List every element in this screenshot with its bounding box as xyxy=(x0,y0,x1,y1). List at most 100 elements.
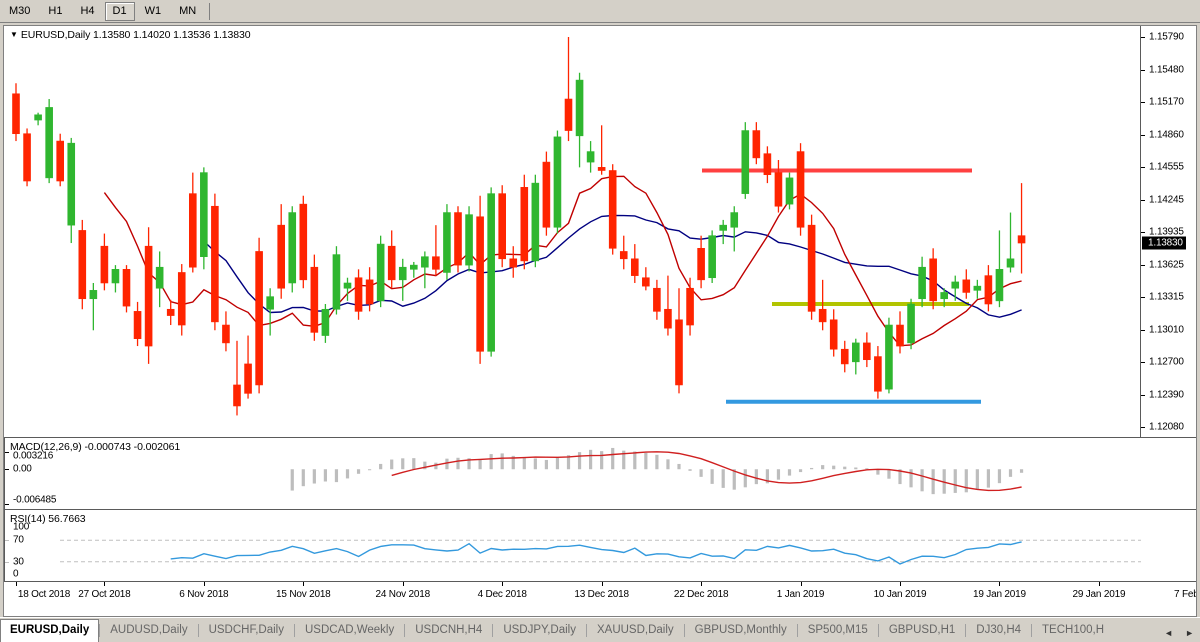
chart-tab-sp500-m15[interactable]: SP500,M15 xyxy=(807,624,868,636)
timeframe-button-d1[interactable]: D1 xyxy=(104,1,135,21)
tab-separator xyxy=(404,624,406,637)
timeframe-button-h4[interactable]: H4 xyxy=(80,4,95,17)
macd-histogram-bar xyxy=(909,469,913,488)
macd-signal-line xyxy=(391,451,1022,492)
candlestick xyxy=(465,206,473,272)
candlestick xyxy=(708,230,716,283)
candlestick xyxy=(122,265,131,313)
date-tick-mark xyxy=(601,582,603,586)
timeframe-button-m30[interactable]: M30 xyxy=(9,4,31,17)
candlestick xyxy=(34,112,42,126)
macd-histogram-bar xyxy=(356,469,361,474)
macd-pane[interactable]: MACD(12,26,9) -0.000743 -0.002061 0.0032… xyxy=(4,438,1196,510)
chart-tab-tech100-h[interactable]: TECH100,H xyxy=(1042,624,1105,636)
macd-plot[interactable] xyxy=(4,438,1196,509)
candlestick xyxy=(78,219,87,310)
macd-histogram-bar xyxy=(401,458,405,470)
price-tick-mark xyxy=(1141,134,1145,136)
macd-histogram-bar xyxy=(677,463,681,470)
candlestick xyxy=(233,340,241,416)
rsi-tick-label: 30 xyxy=(13,556,24,568)
candlestick xyxy=(376,235,385,308)
macd-histogram-bar xyxy=(964,469,968,493)
price-tick-label: 1.12390 xyxy=(1149,389,1184,400)
tab-scroll-arrows[interactable]: ◄ ► xyxy=(1164,628,1200,642)
chart-tab-usdjpy-daily[interactable]: USDJPY,Daily xyxy=(503,624,576,636)
candlestick xyxy=(840,340,849,373)
price-pane[interactable]: ▼ EURUSD,Daily 1.13580 1.14020 1.13536 1.… xyxy=(4,26,1196,438)
candlestick xyxy=(56,133,65,187)
candlestick xyxy=(166,299,175,326)
candlestick xyxy=(907,298,915,350)
chart-tab-eurusd-daily[interactable]: EURUSD,Daily xyxy=(0,619,100,642)
chart-tab-usdcad-weekly[interactable]: USDCAD,Weekly xyxy=(304,624,395,636)
candlestick xyxy=(67,137,76,244)
macd-histogram-bar xyxy=(390,459,394,470)
macd-tick-label: -0.006485 xyxy=(13,494,57,506)
macd-histogram-bar xyxy=(732,469,736,490)
price-tick-mark xyxy=(1141,329,1145,331)
macd-histogram-bar xyxy=(655,454,659,470)
candlestick xyxy=(155,251,164,308)
tab-separator xyxy=(585,624,587,637)
chart-tab-audusd-daily[interactable]: AUDUSD,Daily xyxy=(110,624,188,636)
timeframe-button-h1[interactable]: H1 xyxy=(48,4,63,17)
chart-tab-gbpusd-h1[interactable]: GBPUSD,H1 xyxy=(888,624,956,636)
macd-histogram-bar xyxy=(368,469,372,471)
toolbar-divider xyxy=(209,2,211,20)
chevron-down-icon[interactable]: ▼ xyxy=(10,30,18,39)
price-plot[interactable] xyxy=(4,26,1196,437)
candlestick xyxy=(1006,212,1015,273)
candlestick xyxy=(409,261,418,278)
macd-histogram-bar xyxy=(555,457,560,470)
macd-histogram-bar xyxy=(1019,469,1024,473)
macd-pane-label: MACD(12,26,9) -0.000743 -0.002061 xyxy=(10,441,181,453)
macd-histogram-bar xyxy=(522,457,526,470)
chart-tab-dj30-h4[interactable]: DJ30,H4 xyxy=(976,624,1022,636)
macd-histogram-bar xyxy=(832,465,836,470)
rsi-pane[interactable]: RSI(14) 56.7663 100 70 30 0 xyxy=(4,510,1196,582)
macd-scale[interactable]: 0.003216 0.00 -0.006485 xyxy=(4,438,60,509)
chart-window[interactable]: ▼ EURUSD,Daily 1.13580 1.14020 1.13536 1.… xyxy=(3,25,1197,617)
candlestick xyxy=(255,237,263,394)
timeframe-button-mn[interactable]: MN xyxy=(179,4,197,17)
chart-tab-usdcnh-h4[interactable]: USDCNH,H4 xyxy=(415,624,483,636)
price-tick-mark xyxy=(1141,264,1145,266)
candlestick xyxy=(763,146,772,184)
candlestick xyxy=(796,143,805,236)
rsi-scale[interactable]: 100 70 30 0 xyxy=(4,510,60,581)
rsi-tick-mark xyxy=(5,561,9,563)
candlestick xyxy=(277,204,286,299)
price-tick-label: 1.15480 xyxy=(1149,64,1184,75)
candlestick xyxy=(829,309,838,357)
chart-tab-xauusd-daily[interactable]: XAUUSD,Daily xyxy=(596,624,674,636)
rsi-plot[interactable] xyxy=(4,510,1196,581)
macd-histogram-bar xyxy=(986,469,990,488)
chart-tab-usdchf-daily[interactable]: USDCHF,Daily xyxy=(208,624,284,636)
price-tick-mark xyxy=(1141,37,1145,38)
candlestick xyxy=(719,219,728,245)
price-tick-mark xyxy=(1141,297,1145,298)
date-axis[interactable]: 18 Oct 2018 27 Oct 2018 6 Nov 2018 15 Nov 2… xyxy=(4,582,1196,616)
chart-tabs-bar[interactable]: EURUSD,Daily AUDUSD,Daily USDCHF,Daily USDC… xyxy=(0,617,1200,642)
macd-histogram-bar xyxy=(688,469,692,471)
scroll-left-icon[interactable]: ◄ xyxy=(1164,628,1174,638)
candlestick xyxy=(531,174,540,268)
macd-histogram-bar xyxy=(533,458,537,470)
macd-histogram-bar xyxy=(379,463,383,470)
timeframe-button-w1[interactable]: W1 xyxy=(144,4,162,17)
macd-histogram-bar xyxy=(843,466,847,470)
macd-histogram-bar xyxy=(644,452,648,470)
price-scale[interactable]: 1.15790 1.15480 1.15170 1.14860 1.14555 1.142… xyxy=(1140,26,1196,437)
candlestick xyxy=(321,304,330,343)
scroll-right-icon[interactable]: ► xyxy=(1185,628,1194,638)
price-tick-label: 1.14245 xyxy=(1149,194,1184,205)
macd-histogram-bar xyxy=(345,469,350,479)
chart-tab-gbpusd-monthly[interactable]: GBPUSD,Monthly xyxy=(694,624,787,636)
tab-separator xyxy=(492,624,494,637)
price-tick-label: 1.13315 xyxy=(1149,291,1184,303)
date-tick-label: 19 Jan 2019 xyxy=(973,589,1026,600)
candlestick xyxy=(973,279,982,299)
macd-histogram-bar xyxy=(611,447,615,470)
